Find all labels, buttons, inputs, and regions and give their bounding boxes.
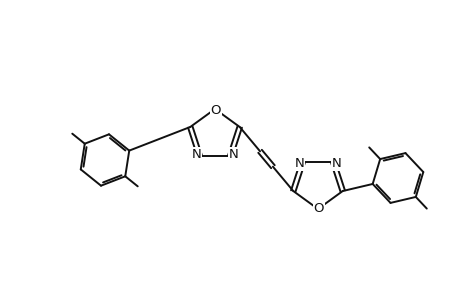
Text: N: N — [294, 158, 304, 170]
Text: N: N — [191, 148, 201, 160]
Text: O: O — [313, 202, 324, 214]
Text: N: N — [330, 158, 341, 170]
Text: N: N — [228, 148, 238, 160]
Text: O: O — [210, 103, 221, 116]
